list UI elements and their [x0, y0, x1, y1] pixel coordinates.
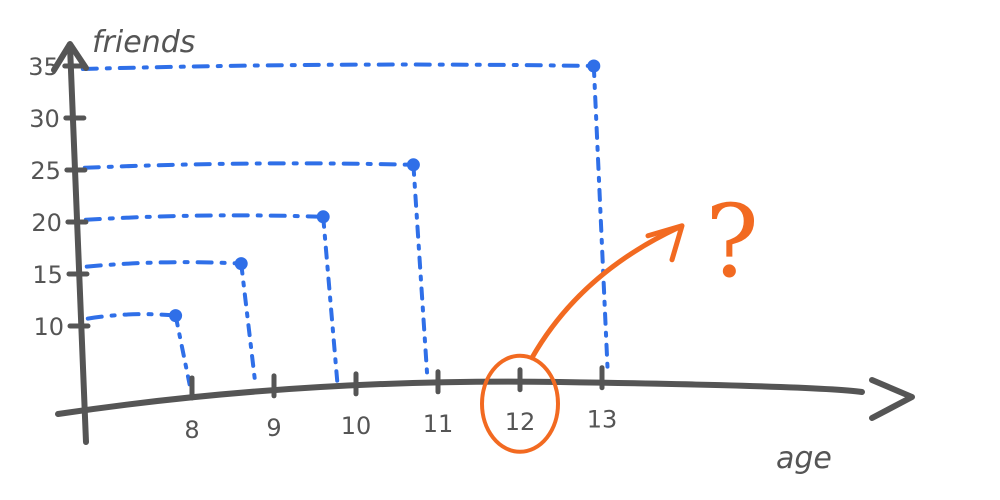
x-tick-label: 13: [587, 406, 618, 434]
data-point: [234, 257, 248, 271]
dotted-guides: [80, 62, 610, 387]
horizontal-guide: [82, 161, 416, 170]
question-mark: ?: [705, 183, 759, 300]
vertical-guide: [321, 214, 340, 383]
highlight-circle: [480, 353, 560, 454]
vertical-guide: [591, 64, 610, 376]
ticks: 8 9 10 11 12 13 10 15 20 25 30 35: [28, 53, 617, 444]
data-point: [406, 158, 420, 172]
y-axis-arrowhead: [51, 41, 89, 73]
annotation-arrowhead: [645, 223, 685, 263]
x-axis-line: [55, 378, 865, 417]
y-tick-label: 15: [32, 261, 63, 289]
x-axis-title: age: [776, 441, 832, 476]
x-tick-label: 10: [341, 412, 372, 440]
annotation-arrow: [529, 225, 681, 361]
data-point: [169, 309, 183, 323]
axes: [51, 41, 915, 445]
horizontal-guide: [80, 62, 596, 71]
data-point: [316, 210, 330, 224]
vertical-guide: [173, 313, 192, 387]
x-tick-label: 8: [184, 416, 199, 444]
data-point: [587, 59, 601, 73]
y-tick-label: 35: [28, 53, 59, 81]
data-points: [169, 59, 601, 323]
vertical-guide: [411, 162, 430, 381]
horizontal-guide: [84, 260, 244, 269]
y-tick-label: 10: [33, 313, 64, 341]
x-tick-label: 12: [505, 408, 536, 436]
x-tick-label: 9: [266, 414, 281, 442]
y-axis-title: friends: [92, 25, 195, 60]
y-tick-label: 20: [31, 209, 62, 237]
y-tick-label: 25: [30, 157, 61, 185]
y-axis-line: [67, 43, 89, 445]
x-tick-label: 11: [423, 410, 454, 438]
vertical-guide: [239, 261, 258, 385]
horizontal-guide: [83, 213, 326, 222]
x-axis-arrowhead: [869, 377, 915, 421]
horizontal-guide: [85, 312, 178, 321]
highlight-annotation: ?: [480, 183, 759, 454]
y-tick-label: 30: [29, 105, 60, 133]
